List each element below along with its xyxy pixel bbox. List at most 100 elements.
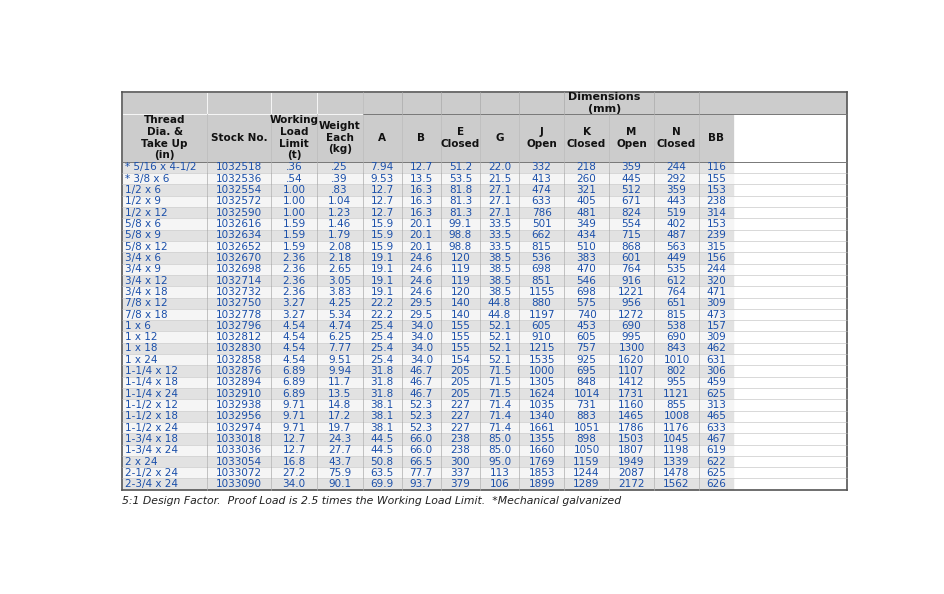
Bar: [440, 207, 480, 219]
Bar: [480, 309, 518, 320]
Text: Working
Load
Limit
(t): Working Load Limit (t): [269, 115, 318, 160]
Text: 671: 671: [621, 197, 641, 207]
Bar: [608, 433, 653, 444]
Text: 1032590: 1032590: [216, 208, 262, 218]
Text: 292: 292: [666, 174, 685, 184]
Text: 95.0: 95.0: [487, 457, 511, 466]
Text: 12.7: 12.7: [282, 434, 305, 444]
Bar: [207, 162, 271, 173]
Text: 1176: 1176: [663, 422, 689, 432]
Bar: [653, 298, 699, 309]
Text: 309: 309: [706, 332, 725, 342]
Bar: [122, 173, 207, 185]
Bar: [207, 444, 271, 456]
Text: 4.54: 4.54: [282, 321, 305, 331]
Text: 1197: 1197: [528, 309, 554, 320]
Text: 44.5: 44.5: [370, 446, 394, 455]
Bar: [440, 433, 480, 444]
Text: 471: 471: [706, 287, 726, 297]
Text: 1032714: 1032714: [216, 276, 262, 286]
Text: 1.59: 1.59: [282, 219, 305, 229]
Bar: [518, 298, 564, 309]
Text: 71.4: 71.4: [487, 422, 511, 432]
Bar: [518, 365, 564, 377]
Text: 698: 698: [576, 287, 596, 297]
Bar: [699, 467, 733, 479]
Text: 38.1: 38.1: [370, 422, 394, 432]
Bar: [518, 399, 564, 410]
Bar: [362, 219, 401, 230]
Text: 44.5: 44.5: [370, 434, 394, 444]
Bar: [518, 219, 564, 230]
Bar: [440, 298, 480, 309]
Bar: [362, 331, 401, 343]
Bar: [440, 264, 480, 275]
Bar: [480, 114, 518, 162]
Text: 260: 260: [576, 174, 596, 184]
Text: E
Closed: E Closed: [440, 127, 480, 148]
Text: 1289: 1289: [573, 479, 599, 489]
Bar: [207, 275, 271, 286]
Text: 1121: 1121: [663, 388, 689, 399]
Bar: [401, 207, 440, 219]
Bar: [564, 422, 608, 433]
Bar: [122, 479, 207, 490]
Text: 2 x 24: 2 x 24: [125, 457, 157, 466]
Bar: [401, 298, 440, 309]
Text: 52.3: 52.3: [409, 422, 432, 432]
Bar: [362, 196, 401, 207]
Bar: [653, 433, 699, 444]
Text: 715: 715: [621, 230, 641, 241]
Text: 19.7: 19.7: [328, 422, 351, 432]
Bar: [480, 479, 518, 490]
Text: 1010: 1010: [663, 355, 689, 365]
Text: 786: 786: [531, 208, 551, 218]
Text: 71.4: 71.4: [487, 411, 511, 421]
Text: 1008: 1008: [663, 411, 689, 421]
Text: 1.23: 1.23: [328, 208, 351, 218]
Text: 359: 359: [666, 185, 685, 195]
Text: 153: 153: [706, 185, 726, 195]
Text: 69.9: 69.9: [370, 479, 394, 489]
Text: 98.8: 98.8: [448, 242, 471, 252]
Bar: [518, 388, 564, 399]
Bar: [207, 331, 271, 343]
Text: 916: 916: [621, 276, 641, 286]
Text: 51.2: 51.2: [448, 163, 471, 172]
Text: 34.0: 34.0: [410, 332, 432, 342]
Bar: [480, 331, 518, 343]
Text: 359: 359: [621, 163, 641, 172]
Text: 4.54: 4.54: [282, 355, 305, 365]
Bar: [564, 365, 608, 377]
Text: BB: BB: [708, 133, 723, 143]
Bar: [362, 377, 401, 388]
Bar: [480, 241, 518, 252]
Bar: [480, 264, 518, 275]
Text: 332: 332: [531, 163, 551, 172]
Bar: [362, 365, 401, 377]
Bar: [362, 456, 401, 467]
Text: 1-3/4 x 18: 1-3/4 x 18: [125, 434, 177, 444]
Bar: [401, 320, 440, 331]
Bar: [699, 207, 733, 219]
Bar: [207, 320, 271, 331]
Bar: [564, 185, 608, 196]
Text: 1032698: 1032698: [216, 264, 262, 274]
Text: 1535: 1535: [528, 355, 554, 365]
Text: 244: 244: [666, 163, 685, 172]
Text: 227: 227: [450, 400, 470, 410]
Text: 66.0: 66.0: [410, 446, 432, 455]
Text: 75.9: 75.9: [328, 468, 351, 478]
Bar: [207, 196, 271, 207]
Bar: [518, 162, 564, 173]
Text: 690: 690: [666, 332, 685, 342]
Text: 27.7: 27.7: [328, 446, 351, 455]
Text: 4.74: 4.74: [328, 321, 351, 331]
Bar: [362, 185, 401, 196]
Text: 300: 300: [450, 457, 470, 466]
Bar: [316, 241, 362, 252]
Text: 66.0: 66.0: [410, 434, 432, 444]
Text: 910: 910: [531, 332, 551, 342]
Bar: [401, 173, 440, 185]
Text: 22.2: 22.2: [370, 298, 394, 308]
